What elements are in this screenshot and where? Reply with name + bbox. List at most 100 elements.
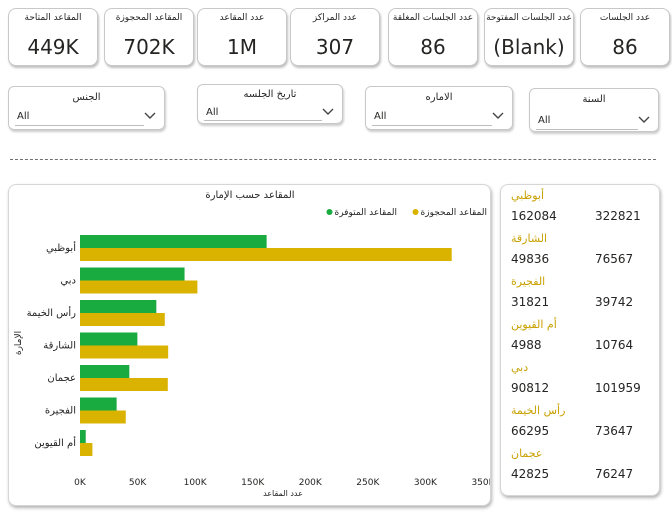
section-divider: [10, 159, 656, 160]
x-tick-label-7: 350K: [471, 478, 490, 488]
slicer-underline: [15, 125, 144, 126]
bar-booked-0[interactable]: [80, 248, 452, 261]
chevron-down-icon[interactable]: [322, 107, 334, 117]
slicer-selected-value[interactable]: All: [206, 107, 219, 118]
bar-available-6[interactable]: [80, 430, 86, 443]
slicer-gender[interactable]: الجنس All: [8, 86, 165, 130]
bar-booked-2[interactable]: [80, 313, 165, 326]
slicer-selected-value[interactable]: All: [17, 111, 30, 122]
category-label-2: رأس الخيمة: [27, 306, 77, 319]
slicer-underline: [536, 129, 638, 130]
seats-by-emirate-chart-panel[interactable]: المقاعد حسب الإمارة المقاعد المحجوزة المق…: [8, 184, 491, 506]
emirate-booked-value: 76567: [595, 252, 634, 266]
bar-available-1[interactable]: [80, 267, 185, 281]
emirate-available-value: 66295: [511, 424, 550, 438]
slicer-underline: [204, 120, 322, 121]
kpi-value: 1M: [227, 35, 257, 59]
bar-booked-6[interactable]: [80, 443, 93, 456]
bar-booked-3[interactable]: [80, 345, 169, 359]
bar-booked-1[interactable]: [80, 280, 198, 294]
category-label-4: عجمان: [47, 373, 76, 384]
emirate-name: الفجيرة: [511, 275, 546, 288]
emirate-name: دبي: [511, 361, 529, 374]
category-label-6: أم القيوين: [34, 436, 76, 449]
slicer-title: تاريخ الجلسه: [243, 89, 297, 100]
x-tick-label-1: 50K: [129, 478, 147, 488]
bar-available-5[interactable]: [80, 397, 117, 411]
bar-available-3[interactable]: [80, 332, 138, 346]
chart-legend: المقاعد المحجوزة المقاعد المتوفرة: [326, 208, 487, 218]
slicer-emirate[interactable]: الاماره All: [365, 86, 513, 130]
kpi-value: (Blank): [493, 35, 565, 59]
x-tick-label-2: 100K: [184, 478, 208, 488]
emirate-available-value: 162084: [511, 209, 557, 223]
kpi-label: عدد الجلسات المغلقة: [392, 13, 474, 23]
kpi-value: 449K: [27, 35, 79, 59]
x-tick-label-5: 250K: [356, 478, 380, 488]
slicer-selected-value[interactable]: All: [538, 115, 551, 126]
kpi-label: عدد المقاعد: [219, 13, 265, 23]
emirate-name: رأس الخيمة: [511, 404, 566, 417]
chevron-down-icon[interactable]: [638, 115, 650, 125]
kpi-value: 702K: [123, 35, 175, 59]
emirates-values-list[interactable]: أبوظبي 162084 322821 الشارقة 49836 76567 الفجي…: [500, 184, 660, 496]
chevron-down-icon[interactable]: [492, 111, 504, 121]
kpi-label: عدد المراكز: [312, 13, 358, 23]
emirate-booked-value: 322821: [595, 209, 641, 223]
kpi-value: 86: [612, 35, 638, 59]
kpi-card-closed-sessions[interactable]: عدد الجلسات المغلقة 86: [388, 8, 478, 66]
emirate-name: عجمان: [511, 447, 543, 460]
kpi-label: المقاعد المحجوزة: [115, 13, 183, 23]
x-tick-label-3: 150K: [241, 478, 265, 488]
legend-marker-booked: [412, 209, 419, 215]
x-tick-label-6: 300K: [414, 478, 438, 488]
legend-label-available: المقاعد المتوفرة: [335, 208, 398, 218]
emirate-available-value: 42825: [511, 467, 550, 481]
emirate-booked-value: 39742: [595, 295, 634, 309]
emirate-available-value: 31821: [511, 295, 550, 309]
kpi-label: عدد الجلسات: [599, 13, 651, 23]
category-label-5: الفجيرة: [45, 406, 76, 417]
emirate-booked-value: 76247: [595, 467, 634, 481]
chart-category-labels: أبوظبي دبي رأس الخيمة الشارقة عجمان الفجيرة أم…: [27, 241, 77, 449]
bar-booked-4[interactable]: [80, 378, 168, 391]
emirate-booked-value: 10764: [595, 338, 634, 352]
kpi-card-open-sessions[interactable]: عدد الجلسات المفتوحة (Blank): [484, 8, 574, 66]
kpi-label: المقاعد المتاحة: [24, 13, 82, 23]
slicer-selected-value[interactable]: All: [374, 111, 387, 122]
chart-title: المقاعد حسب الإمارة: [205, 190, 294, 201]
emirate-name: الشارقة: [511, 232, 548, 245]
slicer-year[interactable]: السنة All: [529, 88, 659, 132]
kpi-card-available-seats[interactable]: المقاعد المتاحة 449K: [8, 8, 98, 66]
bar-booked-5[interactable]: [80, 410, 126, 424]
seats-by-emirate-chart[interactable]: المقاعد حسب الإمارة المقاعد المحجوزةالمق…: [9, 185, 490, 505]
bar-available-0[interactable]: [80, 235, 267, 248]
chart-x-axis-label: عدد المقاعد: [263, 489, 303, 498]
kpi-card-sessions[interactable]: عدد الجلسات 86: [580, 8, 670, 66]
chevron-down-icon[interactable]: [144, 111, 156, 121]
category-label-0: أبوظبي: [46, 241, 76, 254]
category-label-1: دبي: [60, 276, 76, 287]
x-tick-label-4: 200K: [299, 478, 323, 488]
emirate-booked-value: 101959: [595, 381, 641, 395]
chart-y-axis-label: الإمارة: [14, 331, 24, 355]
bar-available-4[interactable]: [80, 365, 130, 378]
x-tick-label-0: 0K: [74, 478, 87, 488]
legend-marker-available: [326, 209, 333, 215]
slicer-session-date[interactable]: تاريخ الجلسه All: [197, 84, 343, 124]
kpi-value: 86: [420, 35, 446, 59]
bar-available-2[interactable]: [80, 300, 157, 313]
emirate-name: أبوظبي: [511, 189, 545, 202]
chart-x-ticks: 0K 50K 100K 150K 200K 250K 300K 350K: [74, 478, 490, 488]
slicer-title: الاماره: [425, 92, 453, 103]
kpi-card-total-seats[interactable]: عدد المقاعد 1M: [197, 8, 287, 66]
emirate-available-value: 49836: [511, 252, 550, 266]
kpi-card-centers[interactable]: عدد المراكز 307: [290, 8, 380, 66]
legend-label-booked: المقاعد المحجوزة: [421, 208, 487, 218]
chart-bars: [80, 235, 452, 456]
slicer-underline: [372, 125, 492, 126]
slicer-title: السنة: [582, 94, 606, 105]
kpi-card-booked-seats[interactable]: المقاعد المحجوزة 702K: [104, 8, 194, 66]
category-label-3: الشارقة: [43, 341, 76, 352]
emirate-available-value: 4988: [511, 338, 542, 352]
